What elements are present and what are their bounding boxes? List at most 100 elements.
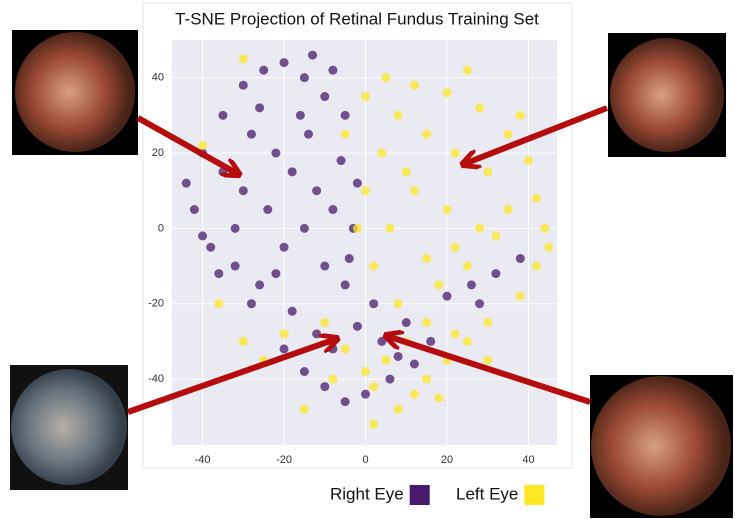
point <box>361 367 370 376</box>
point <box>300 73 309 82</box>
point <box>271 269 280 278</box>
point <box>369 262 378 271</box>
point <box>385 375 394 384</box>
point <box>296 111 305 120</box>
point <box>304 130 313 139</box>
point <box>385 224 394 233</box>
point <box>239 54 248 63</box>
point <box>434 393 443 402</box>
point <box>516 292 525 301</box>
point <box>410 360 419 369</box>
point <box>271 149 280 158</box>
point <box>463 66 472 75</box>
point <box>312 186 321 195</box>
point <box>443 88 452 97</box>
point <box>239 337 248 346</box>
point <box>320 92 329 101</box>
point <box>231 262 240 271</box>
point <box>328 205 337 214</box>
page: {"chart_data": {"type": "scatter", "titl… <box>0 0 735 519</box>
legend-swatch <box>524 485 544 505</box>
point <box>341 130 350 139</box>
point <box>467 280 476 289</box>
point <box>540 224 549 233</box>
point <box>255 280 264 289</box>
point <box>308 51 317 60</box>
point <box>377 149 386 158</box>
point <box>214 269 223 278</box>
point <box>394 299 403 308</box>
point <box>451 149 460 158</box>
point <box>483 356 492 365</box>
point <box>422 130 431 139</box>
point <box>341 111 350 120</box>
point <box>263 205 272 214</box>
legend-swatch <box>410 485 430 505</box>
legend-label: Left Eye <box>456 484 518 503</box>
x-tick-label: 20 <box>441 454 453 466</box>
y-tick-label: -20 <box>148 298 164 310</box>
point <box>426 337 435 346</box>
point <box>320 318 329 327</box>
point <box>328 66 337 75</box>
chart: -40-2002040-40-2002040 T-SNE Projection … <box>0 0 735 519</box>
point <box>198 141 207 150</box>
point <box>198 231 207 240</box>
point <box>353 179 362 188</box>
point <box>434 280 443 289</box>
point <box>341 344 350 353</box>
point <box>491 269 500 278</box>
point <box>516 111 525 120</box>
point <box>410 390 419 399</box>
point <box>328 375 337 384</box>
x-tick-label: 40 <box>522 454 534 466</box>
point <box>410 81 419 90</box>
point <box>247 299 256 308</box>
point <box>341 397 350 406</box>
point <box>544 243 553 252</box>
point <box>255 103 264 112</box>
point <box>443 205 452 214</box>
point <box>182 179 191 188</box>
y-tick-label: -40 <box>148 373 164 385</box>
point <box>231 224 240 233</box>
point <box>532 194 541 203</box>
point <box>475 103 484 112</box>
point <box>451 329 460 338</box>
point <box>369 420 378 429</box>
point <box>443 292 452 301</box>
point <box>394 111 403 120</box>
point <box>345 254 354 263</box>
point <box>361 186 370 195</box>
point <box>218 111 227 120</box>
point <box>280 344 289 353</box>
point <box>402 318 411 327</box>
point <box>259 66 268 75</box>
point <box>337 156 346 165</box>
y-tick-label: 0 <box>158 222 164 234</box>
point <box>361 92 370 101</box>
point <box>451 243 460 252</box>
point <box>328 344 337 353</box>
point <box>491 231 500 240</box>
point <box>410 186 419 195</box>
point <box>422 375 431 384</box>
point <box>214 299 223 308</box>
point <box>483 167 492 176</box>
point <box>422 254 431 263</box>
point <box>463 262 472 271</box>
point <box>280 243 289 252</box>
point <box>353 224 362 233</box>
point <box>381 73 390 82</box>
point <box>239 186 248 195</box>
point <box>475 224 484 233</box>
point <box>394 405 403 414</box>
point <box>524 156 533 165</box>
x-tick-label: -20 <box>276 454 292 466</box>
point <box>300 405 309 414</box>
point <box>369 299 378 308</box>
point <box>463 337 472 346</box>
point <box>353 322 362 331</box>
point <box>483 318 492 327</box>
point <box>394 352 403 361</box>
